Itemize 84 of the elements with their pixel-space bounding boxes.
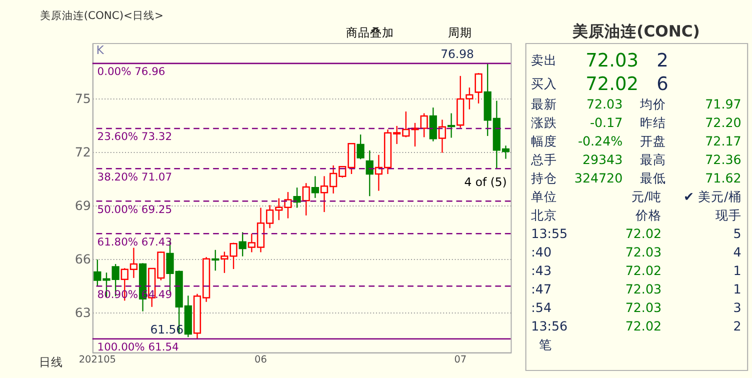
y-tick-label: 63 [74, 305, 91, 320]
candlestick [302, 182, 310, 216]
text: 4 [733, 244, 742, 260]
text: 324720 [574, 170, 623, 186]
text: 72.17 [705, 134, 742, 149]
text: 72.02 [625, 226, 662, 242]
text: 北京 [531, 208, 558, 223]
text: 72.02 [586, 74, 639, 95]
candlestick [212, 249, 220, 272]
text: 13:55 [531, 226, 568, 242]
text: 涨跌 [531, 115, 558, 130]
text: :54 [531, 300, 552, 316]
x-tick-label: 202105 [78, 354, 116, 366]
text: 周期 [448, 25, 472, 40]
text: 1 [733, 282, 742, 297]
y-tick-label: 66 [74, 252, 91, 267]
y-tick-label: 72 [74, 144, 91, 160]
candlestick [429, 106, 437, 142]
text: 29343 [582, 152, 623, 168]
ref-line-label: 0.00% 76.96 [97, 65, 166, 78]
ref-line-label: 100.00% 61.54 [97, 340, 180, 354]
candlestick [474, 72, 482, 104]
text: 最新 [531, 96, 558, 112]
ref-line-label: 61.80% 67.43 [97, 235, 172, 248]
text: 商品叠加 [346, 25, 394, 40]
text: 总手 [530, 152, 558, 168]
y-tick-label: 75 [74, 90, 91, 106]
candlestick [366, 150, 374, 197]
text: 日线 [39, 355, 64, 370]
text: 72.20 [705, 115, 742, 130]
text: 最高 [640, 152, 666, 168]
text: 幅度 [531, 134, 558, 149]
text: 现手 [715, 208, 742, 223]
candlestick [356, 134, 364, 160]
candlestick [293, 186, 301, 208]
text: 72.03 [586, 96, 623, 112]
candlestick [447, 112, 456, 138]
text: 3 [733, 300, 742, 316]
x-tick-label: 07 [454, 354, 467, 366]
ref-line-label: 23.60% 73.32 [97, 130, 172, 144]
y-tick-label: 69 [74, 198, 91, 213]
text: 元/吨 [631, 189, 662, 204]
candlestick [438, 119, 446, 154]
annotation: 4 of (5) [464, 174, 507, 189]
text: -0.24% [578, 134, 623, 149]
annotation: K [96, 42, 104, 57]
text: -0.17 [590, 115, 623, 130]
text: 72.03 [625, 244, 662, 260]
text: 昨结 [640, 115, 666, 130]
chart-title: 美原油连(CONC)<日线> [40, 8, 164, 22]
annotation: 76.98 [440, 47, 474, 62]
text: 72.02 [625, 263, 662, 278]
candlestick [311, 176, 319, 199]
text: :40 [531, 244, 552, 260]
text: :47 [531, 282, 552, 297]
text: 2 [656, 50, 668, 72]
text: 最低 [640, 170, 666, 186]
ref-line-label: 38.20% 71.07 [97, 170, 172, 184]
text: 美原油连(CONC) [572, 21, 700, 40]
text: 5 [733, 226, 742, 242]
text: :43 [531, 263, 552, 278]
text: 72.03 [586, 50, 639, 72]
text: 13:56 [531, 318, 568, 334]
x-tick-label: 06 [254, 354, 267, 366]
text: 卖出 [531, 52, 558, 68]
text: 均价 [639, 96, 666, 112]
text: ✔ 美元/桶 [683, 189, 742, 204]
text: 72.03 [625, 300, 662, 316]
ref-line-label: 50.00% 69.25 [97, 202, 172, 216]
text: 单位 [531, 189, 558, 204]
text: 笔 [538, 337, 552, 352]
text: 72.36 [705, 152, 742, 168]
text: 1 [733, 263, 742, 278]
text: 71.62 [705, 170, 742, 186]
text: 6 [656, 74, 668, 95]
text: 2 [733, 318, 742, 334]
text: 71.97 [705, 96, 742, 112]
text: 买入 [531, 76, 558, 91]
text: 72.03 [625, 282, 662, 297]
text: 开盘 [640, 134, 666, 149]
text: 持仓 [531, 170, 558, 186]
text: 72.02 [625, 318, 662, 334]
text: 价格 [634, 208, 662, 223]
candlestick [238, 232, 246, 257]
